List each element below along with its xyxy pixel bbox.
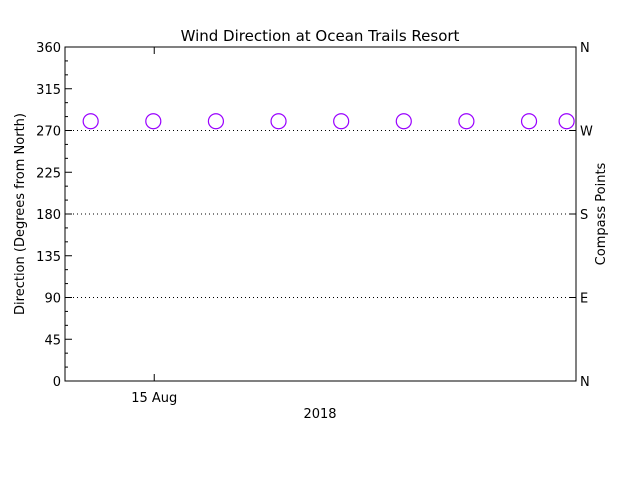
y-axis-label-right: Compass Points [594,162,609,265]
x-axis: 15 Aug [131,47,177,406]
x-tick-label: 15 Aug [131,391,177,406]
compass-tick-label: W [580,125,593,140]
data-point [520,113,538,130]
x-axis-label: 2018 [303,407,336,422]
compass-tick-label: N [580,375,590,390]
y-tick-label: 45 [44,333,61,348]
y-tick-label: 0 [53,375,61,390]
y-tick-label: 225 [36,166,61,181]
y-tick-label: 315 [36,83,61,98]
data-point [82,113,99,130]
data-point [145,113,162,130]
data-point [458,113,475,130]
y-tick-label: 90 [44,292,61,307]
y-tick-label: 180 [36,208,61,223]
compass-tick-label: S [580,208,588,223]
y-axis-right: N E S W N [569,41,593,390]
y-axis-left: 0 45 90 135 180 225 270 315 360 [36,41,72,390]
data-point [395,113,412,130]
y-tick-label: 360 [36,41,61,56]
data-point [558,113,575,130]
data-points [82,113,575,130]
compass-tick-label: E [580,292,588,307]
y-axis-label: Direction (Degrees from North) [13,113,28,315]
reference-lines [65,130,576,298]
chart-title: Wind Direction at Ocean Trails Resort [181,27,460,45]
compass-tick-label: N [580,41,590,56]
data-point [333,113,350,130]
y-tick-label: 270 [36,125,61,140]
data-point [207,113,225,130]
data-point [270,113,287,130]
y-tick-label: 135 [36,250,61,265]
